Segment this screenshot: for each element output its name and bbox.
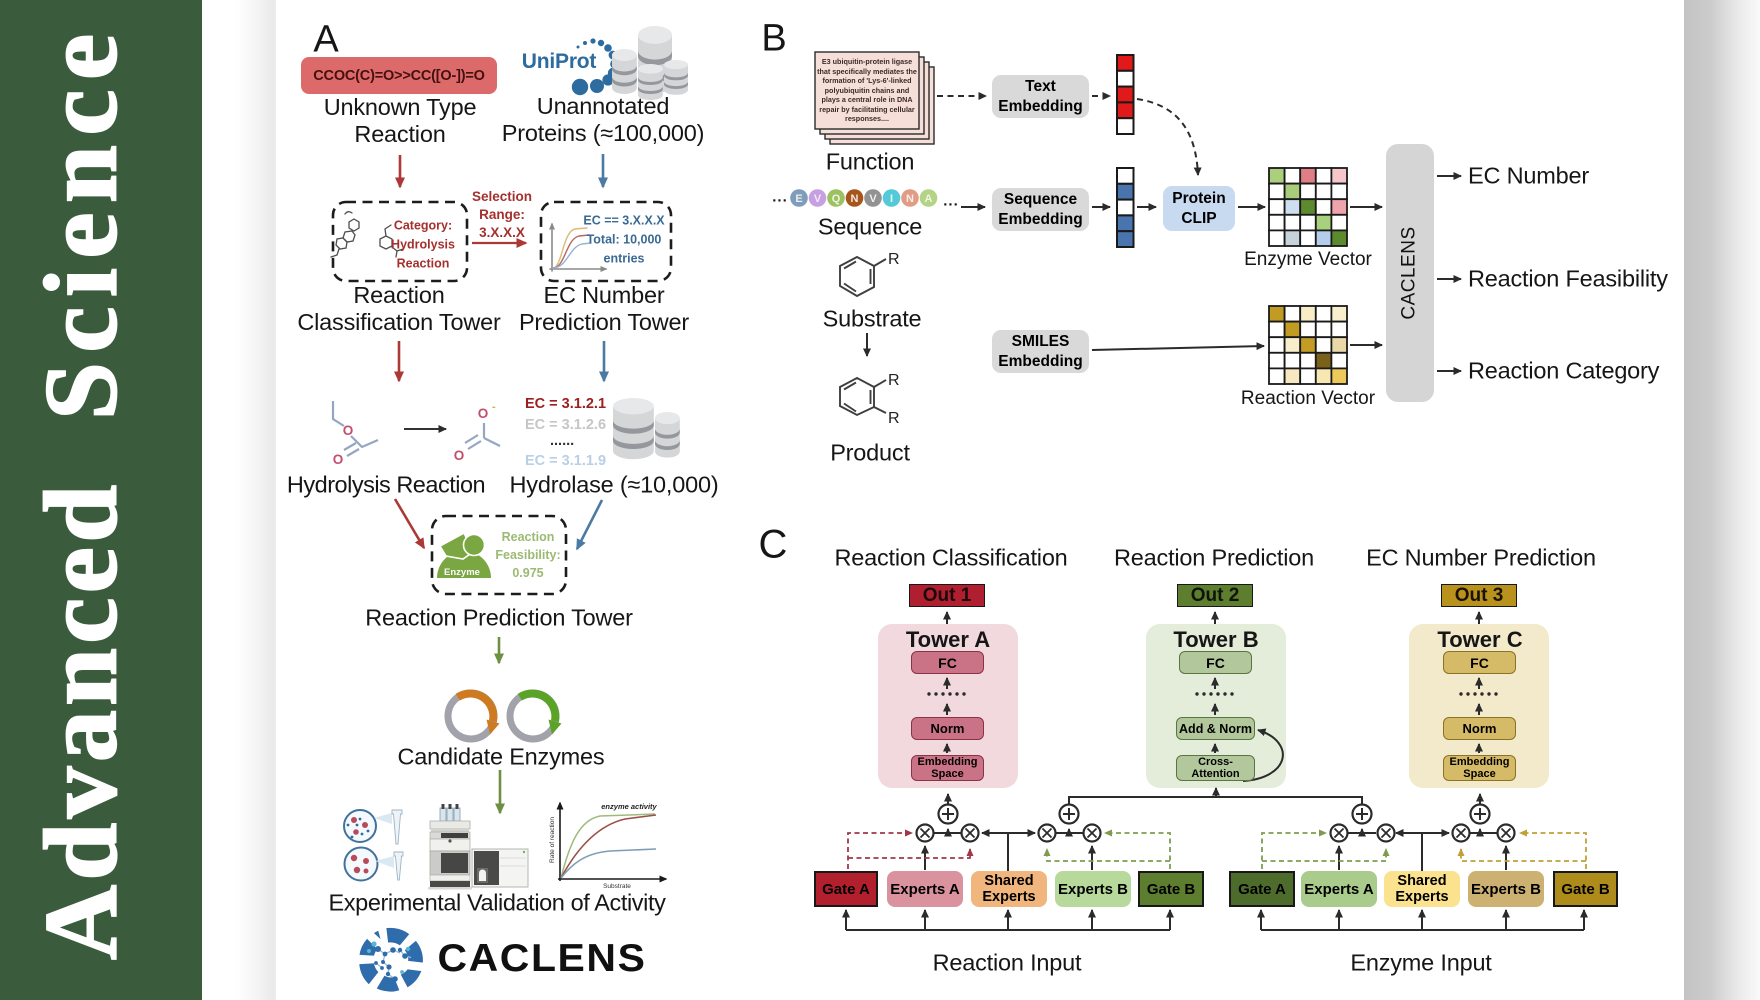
svg-text:O: O — [333, 452, 344, 467]
svg-text:E: E — [795, 193, 802, 205]
svg-text:I: I — [890, 193, 893, 205]
svg-text:Rate of reaction: Rate of reaction — [549, 817, 556, 863]
svg-text:O: O — [478, 406, 489, 421]
svg-text:R: R — [888, 372, 900, 389]
svg-text:R: R — [888, 410, 900, 427]
svg-text:Q: Q — [832, 193, 841, 205]
svg-text:enzyme activity: enzyme activity — [601, 802, 657, 811]
svg-text:N: N — [851, 193, 859, 205]
svg-text:V: V — [869, 193, 877, 205]
svg-text:O: O — [343, 423, 354, 438]
svg-text:N: N — [906, 193, 914, 205]
svg-text:Enzyme: Enzyme — [444, 567, 480, 578]
svg-text:Substrate: Substrate — [603, 883, 631, 890]
svg-text:-: - — [492, 401, 496, 413]
svg-text:R: R — [888, 251, 900, 268]
svg-text:O: O — [454, 448, 465, 463]
svg-text:A: A — [925, 193, 933, 205]
svg-text:V: V — [814, 193, 822, 205]
